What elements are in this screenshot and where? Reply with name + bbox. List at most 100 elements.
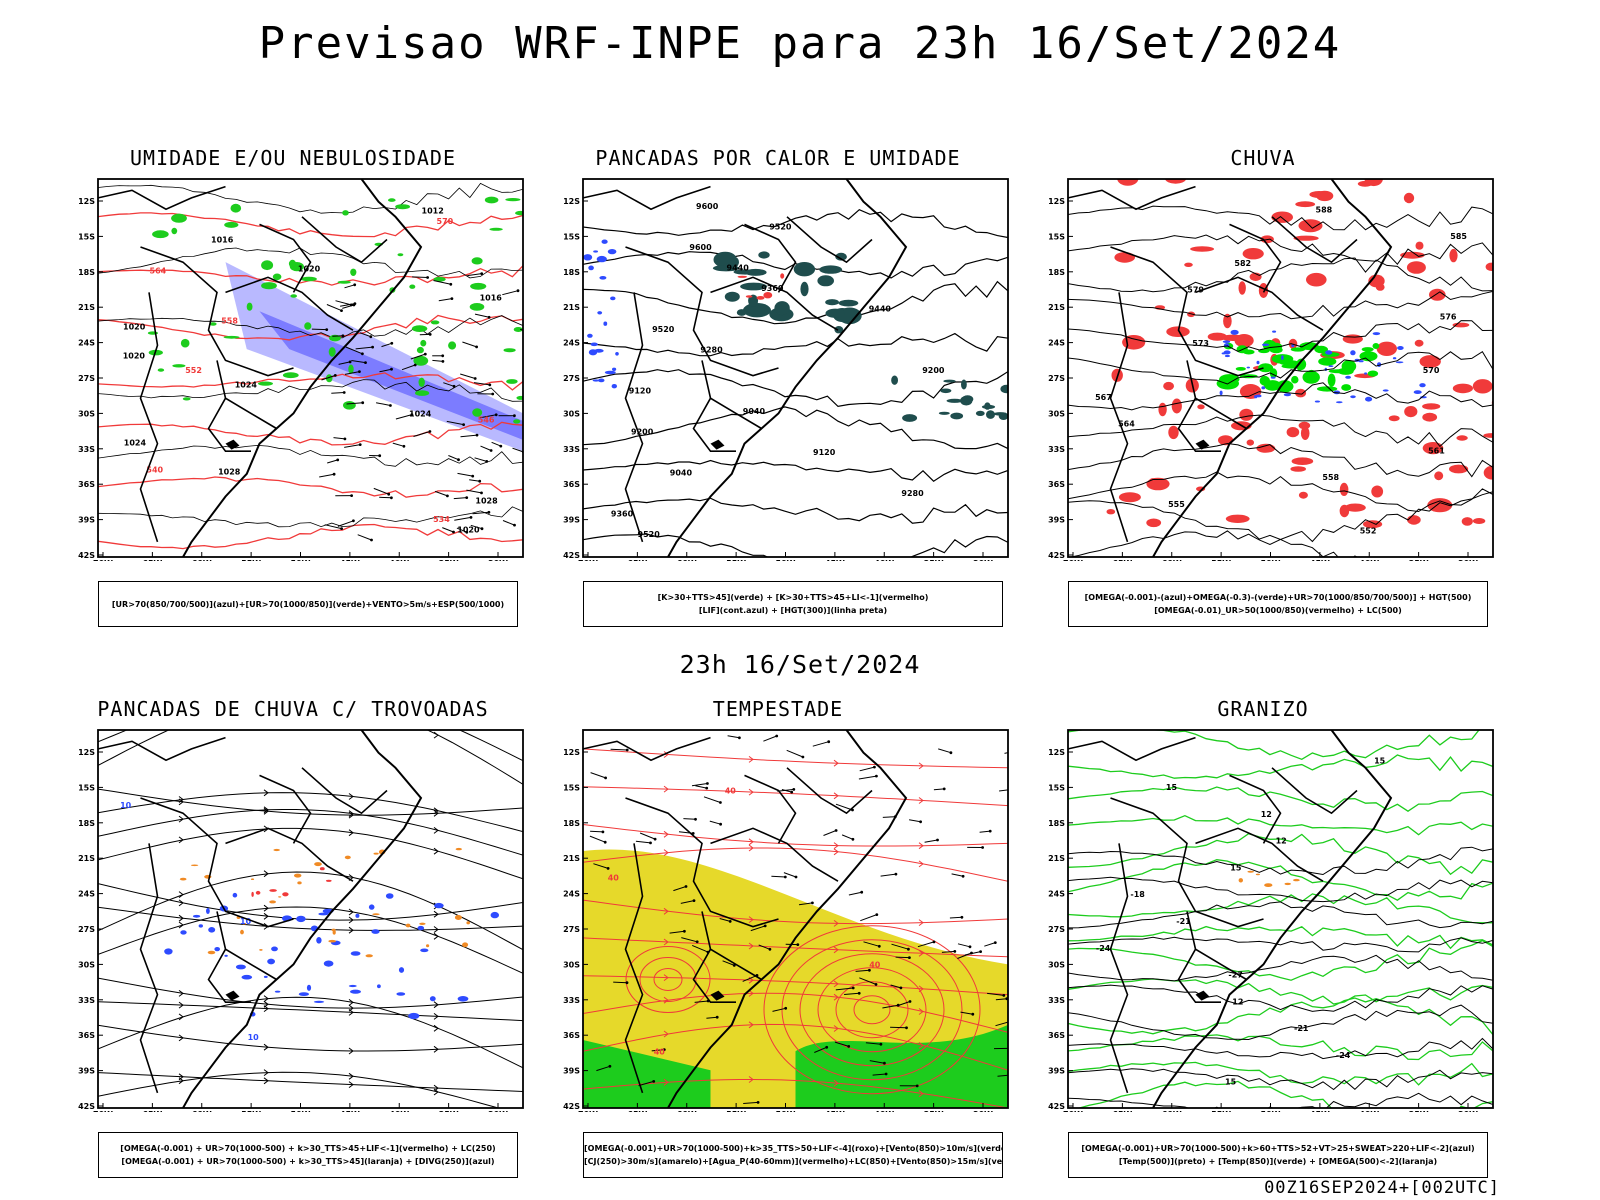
rain-humidity-area — [1168, 425, 1179, 440]
temp500-contour — [1068, 901, 1493, 929]
temp850-contour — [1068, 786, 1493, 812]
omega-strong-area — [1296, 358, 1307, 370]
wind-vector — [473, 382, 490, 386]
contour-label: 10 — [120, 801, 132, 810]
vector-head — [446, 494, 449, 498]
lon-tick-label: 40W — [874, 1110, 894, 1112]
omega-strong-area — [1327, 373, 1336, 387]
lon-tick-label: 35W — [439, 559, 459, 561]
divergence-contour — [306, 984, 312, 991]
country-border — [1195, 276, 1324, 331]
lif-contour-area — [593, 250, 598, 253]
contour-label: 9600 — [689, 243, 712, 252]
omega-weak-area — [1358, 360, 1364, 363]
wind-vector — [964, 951, 981, 956]
legend-box: [OMEGA(-0.001)+UR>70(1000-500)+k>60+TTS>… — [1068, 1132, 1488, 1178]
lat-tick-label: 30S — [78, 409, 95, 418]
streamline-arrow — [348, 908, 354, 916]
wind-vector — [376, 402, 391, 406]
vector-head — [908, 956, 911, 959]
rain-humidity-area — [1146, 518, 1162, 528]
country-border — [625, 797, 779, 928]
temp850-contour — [1068, 730, 1480, 761]
lon-tick-label: 45W — [825, 1110, 845, 1112]
coastline — [182, 179, 423, 557]
divergence-contour — [396, 992, 406, 996]
humidity-850-area — [288, 259, 297, 268]
instability-area — [713, 251, 737, 268]
divergence-contour — [298, 992, 309, 996]
instability-area — [834, 326, 844, 334]
lon-tick-label: 30W — [973, 559, 993, 561]
contour-label: 579 — [1187, 286, 1204, 295]
lc850-streamline — [583, 937, 1008, 958]
instability-orange-area — [273, 848, 280, 852]
divergence-contour — [429, 996, 436, 1002]
humidity-850-area — [472, 408, 483, 417]
lake-shape — [710, 990, 725, 1001]
wind-vector — [448, 455, 459, 461]
thickness-contour — [98, 212, 523, 238]
rain-humidity-area — [1114, 252, 1135, 263]
streamline-arrow — [178, 815, 184, 823]
contour-label: 1024 — [235, 381, 258, 390]
lif-contour-area — [615, 352, 619, 356]
vector-head — [378, 454, 382, 458]
wind-vector — [472, 511, 489, 515]
rain-humidity-area — [1184, 262, 1193, 267]
country-border — [583, 736, 711, 762]
temp850-contour — [1068, 1034, 1493, 1061]
omega-orange-area — [1238, 878, 1243, 883]
vector-head — [478, 479, 482, 483]
lat-tick-label: 18S — [78, 268, 95, 277]
temp500-contour — [1068, 936, 1493, 953]
divergence-contour — [214, 947, 220, 952]
humidity-850-area — [397, 253, 404, 257]
lat-tick-label: 36S — [78, 1031, 95, 1040]
lon-tick-label: 65W — [1112, 1110, 1132, 1112]
wind-vector — [613, 981, 628, 984]
lc850-streamline — [583, 824, 1008, 847]
wind-vector — [882, 1004, 899, 1009]
wind-vector — [703, 796, 721, 803]
wind-vector — [639, 832, 656, 840]
rain-humidity-area — [1429, 288, 1446, 301]
streamline-arrow — [263, 1043, 269, 1051]
streamline-arrow — [178, 990, 184, 997]
country-border — [710, 276, 839, 331]
wind-vector — [466, 489, 482, 494]
instability-area — [740, 282, 768, 291]
vector-head — [1011, 1020, 1013, 1023]
wind-vector — [442, 527, 454, 533]
country-border — [624, 843, 644, 1094]
rain-humidity-area — [1197, 404, 1205, 410]
humidity-band-dark — [259, 311, 523, 440]
lake-shape — [1195, 439, 1210, 450]
streamline-arrow — [433, 1013, 439, 1020]
lon-tick-label: 70W — [1063, 559, 1083, 561]
lon-tick-label: 35W — [439, 1110, 459, 1112]
lon-tick-label: 40W — [1359, 559, 1379, 561]
omega-strong-area — [1279, 360, 1299, 366]
vector-head — [692, 899, 696, 902]
lat-tick-label: 15S — [78, 232, 95, 241]
omega-weak-area — [1364, 372, 1368, 375]
lif-contour-area — [583, 254, 593, 261]
lat-tick-label: 36S — [563, 480, 580, 489]
omega-weak-area — [1262, 343, 1270, 347]
streamline-arrow — [348, 1072, 354, 1080]
rain-humidity-area — [1238, 281, 1246, 295]
panel-title: PANCADAS POR CALOR E UMIDADE — [595, 146, 961, 170]
vector-head — [457, 458, 460, 462]
humidity-850-area — [433, 276, 446, 282]
wind-vector — [951, 873, 964, 877]
humidity-850-area — [224, 221, 239, 228]
wind-vector — [590, 772, 606, 779]
contour-label: 10 — [240, 917, 252, 926]
divergence-contour — [232, 892, 238, 898]
streamline-arrow — [178, 796, 184, 803]
country-border — [583, 185, 711, 211]
lat-tick-label: 21S — [563, 303, 580, 312]
country-border — [301, 767, 388, 815]
streamline-arrow — [663, 785, 669, 793]
